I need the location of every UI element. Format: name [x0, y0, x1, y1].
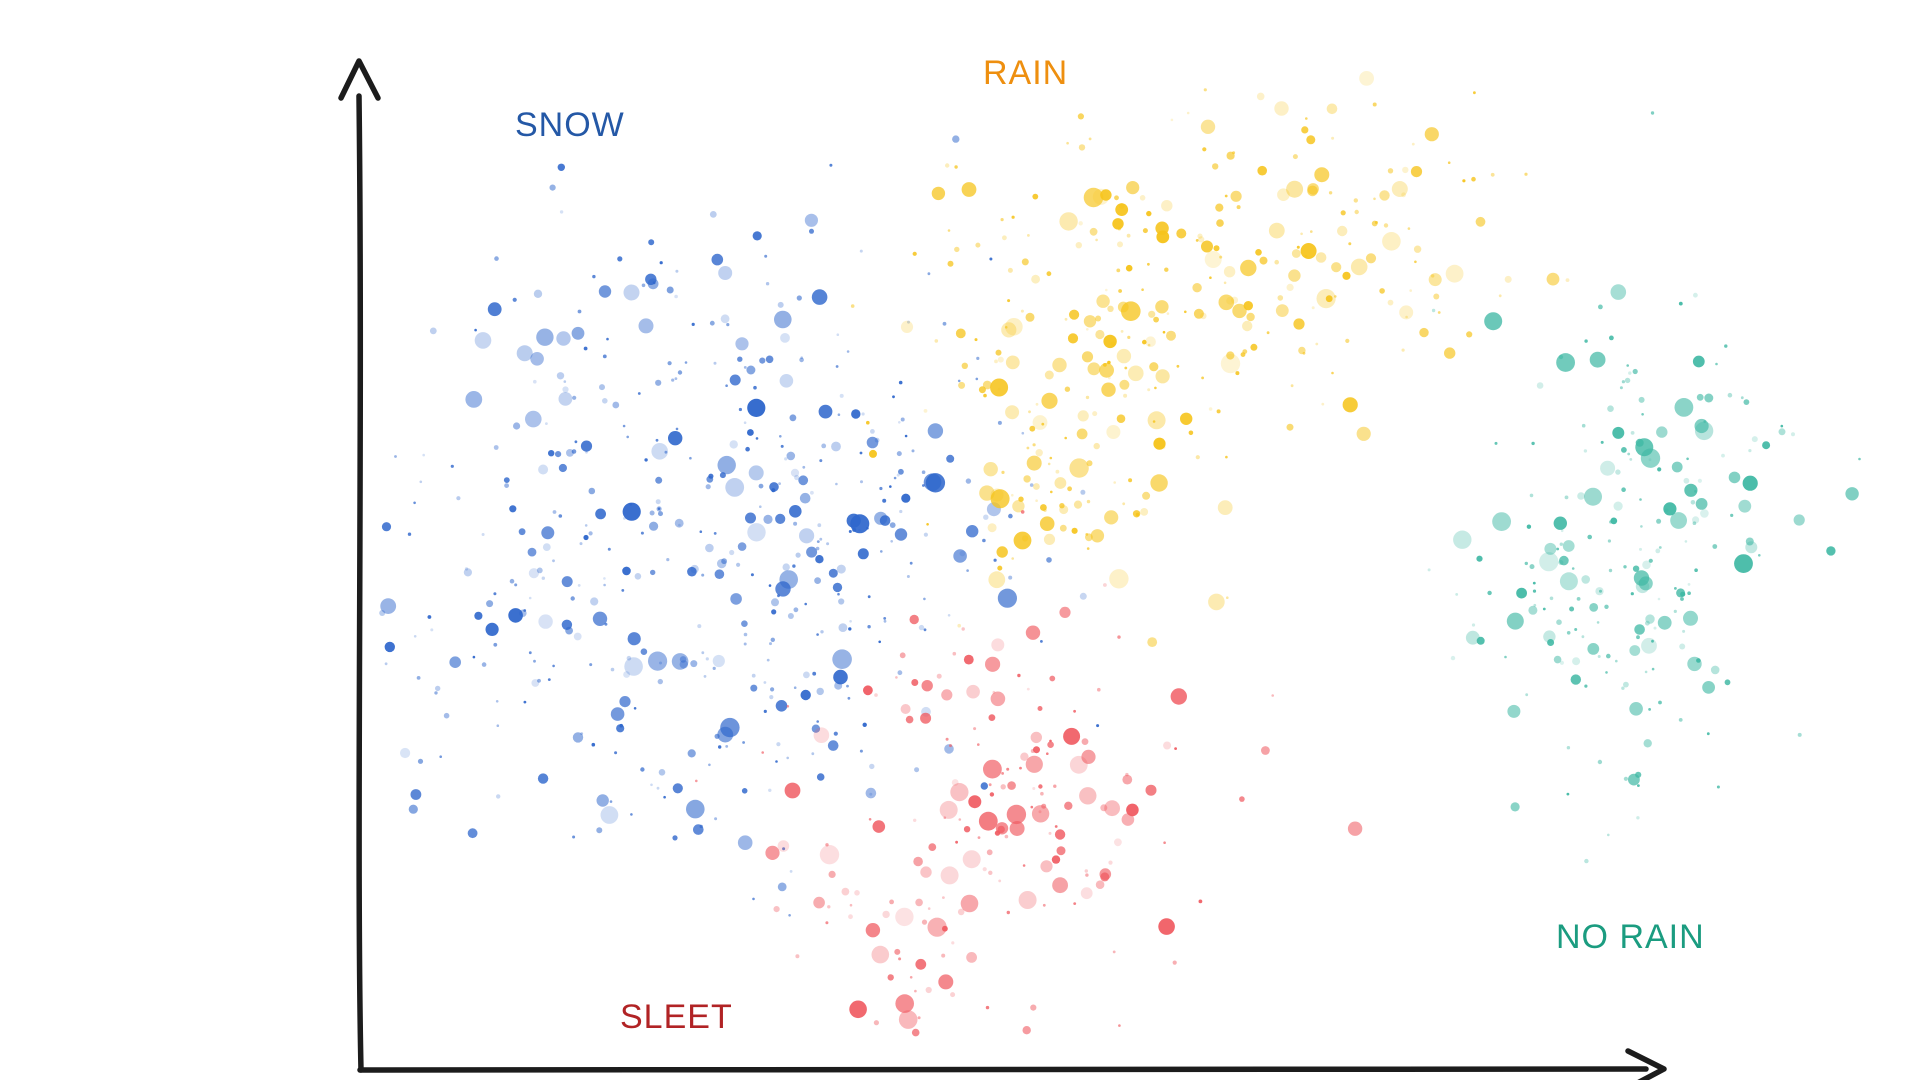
cluster-label-snow: SNOW	[515, 106, 625, 144]
cluster-label-sleet: SLEET	[620, 998, 733, 1036]
scatter-dots-layer	[379, 71, 1861, 1037]
cluster-label-rain: RAIN	[983, 54, 1069, 92]
y-axis-line	[356, 93, 364, 1073]
x-axis-line	[357, 1065, 1649, 1074]
x-axis-arrowhead	[1625, 1048, 1667, 1080]
y-axis-arrowhead	[338, 58, 381, 101]
cluster-label-no-rain: NO RAIN	[1556, 918, 1705, 956]
